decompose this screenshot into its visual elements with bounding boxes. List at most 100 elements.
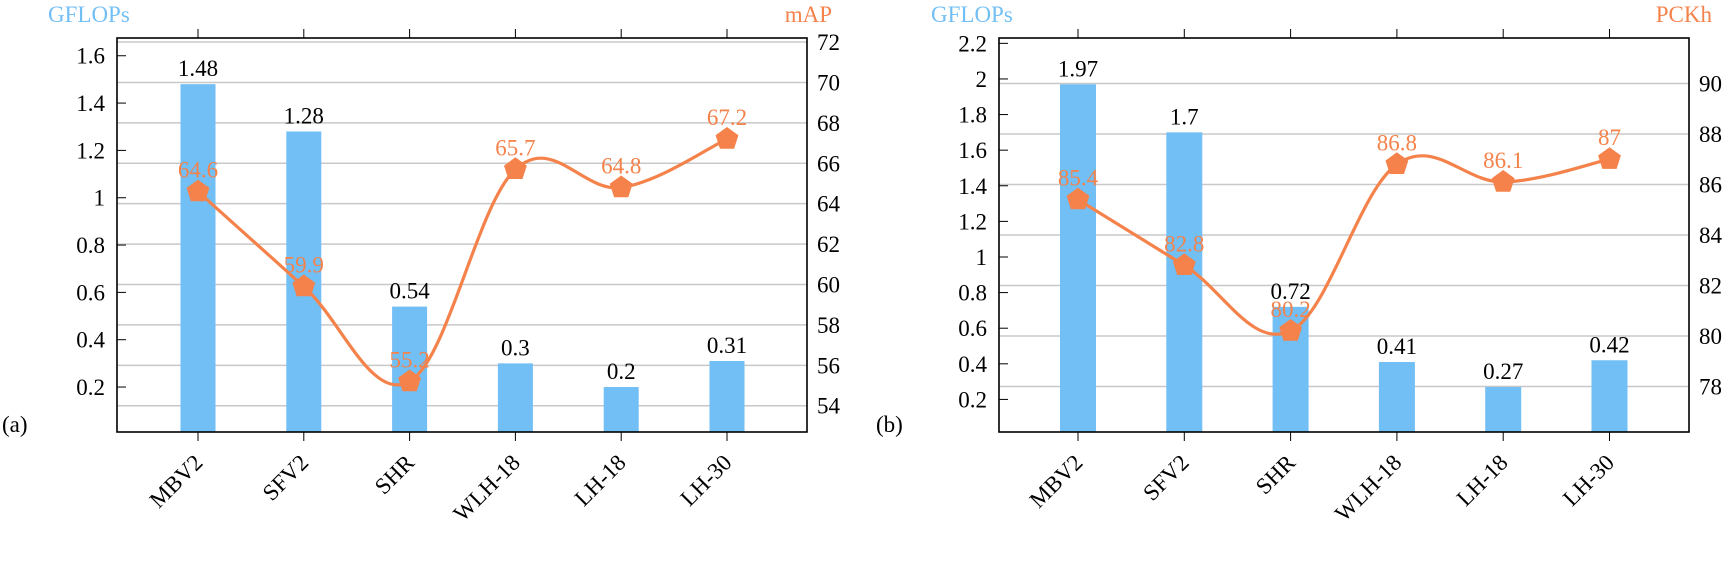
bar-value-label: 0.27 — [1483, 359, 1523, 384]
left-tick-label: 1.6 — [958, 138, 987, 163]
right-tick-label: 72 — [817, 30, 840, 55]
bar-value-label: 1.48 — [178, 56, 218, 81]
left-axis-title: GFLOPs — [931, 2, 1013, 27]
bar-value-label: 0.41 — [1377, 334, 1417, 359]
bar-value-label: 0.3 — [501, 335, 530, 360]
line-value-label: 67.2 — [707, 105, 747, 130]
left-tick-label: 1.2 — [958, 209, 987, 234]
bar-value-label: 0.54 — [389, 279, 430, 304]
left-tick-label: 0.6 — [958, 316, 987, 341]
right-axis-title: mAP — [785, 2, 832, 27]
left-tick-label: 2 — [976, 67, 988, 92]
line-value-label: 86.8 — [1377, 130, 1417, 155]
right-tick-label: 88 — [1699, 122, 1722, 147]
right-axis-title: PCKh — [1656, 2, 1713, 27]
x-tick-label: SFV2 — [258, 450, 314, 506]
bar-value-label: 0.42 — [1589, 332, 1629, 357]
left-tick-label: 1.4 — [958, 174, 987, 199]
x-tick-label: LH-30 — [1558, 450, 1619, 511]
bar-value-label: 1.28 — [284, 103, 324, 128]
bar-value-label: 1.7 — [1170, 104, 1199, 129]
left-tick-label: 1 — [976, 245, 988, 270]
left-tick-label: 2.2 — [958, 31, 987, 56]
line-marker-SFV2 — [1172, 253, 1196, 275]
x-tick-label: LH-18 — [570, 450, 631, 511]
bar-LH-30 — [709, 361, 745, 432]
line-marker-MBV2 — [1066, 187, 1090, 210]
right-tick-label: 82 — [1699, 274, 1722, 299]
left-tick-label: 1.6 — [76, 44, 105, 69]
bar-value-label: 0.2 — [607, 359, 636, 384]
x-tick-label: WLH-18 — [1330, 450, 1406, 526]
left-tick-label: 1.4 — [76, 91, 105, 116]
bar-WLH-18 — [497, 363, 533, 432]
x-tick-label: LH-18 — [1452, 450, 1513, 511]
bar-LH-18 — [1485, 386, 1522, 432]
right-tick-label: 68 — [817, 111, 840, 136]
line-series-PCKh — [1077, 154, 1610, 336]
axis-frame — [998, 37, 1690, 433]
bar-SFV2 — [1166, 132, 1203, 432]
panel-label: (a) — [2, 412, 28, 437]
right-tick-label: 62 — [817, 232, 840, 257]
x-tick-label: SFV2 — [1138, 450, 1194, 506]
bar-WLH-18 — [1378, 362, 1415, 432]
left-tick-label: 0.2 — [958, 387, 987, 412]
line-marker-SHR — [1279, 319, 1302, 341]
line-value-label: 64.8 — [601, 154, 641, 179]
line-value-label: 85.4 — [1058, 166, 1099, 191]
right-tick-label: 84 — [1699, 223, 1723, 248]
x-tick-label: SHR — [370, 449, 420, 499]
line-marker-SFV2 — [292, 274, 316, 297]
right-tick-label: 64 — [817, 192, 841, 217]
line-marker-LH-30 — [1598, 147, 1621, 169]
line-value-label: 80.2 — [1270, 297, 1310, 322]
left-tick-label: 0.4 — [958, 352, 987, 377]
bar-LH-30 — [1591, 360, 1628, 432]
right-tick-label: 58 — [817, 313, 840, 338]
line-marker-LH-18 — [1491, 170, 1515, 192]
chart-panel-a: 0.2 0.4 0.6 0.8 1 1.2 1.4 1.6 54 56 58 60 62 64 66 68 70… — [2, 2, 841, 526]
line-value-label: 55.2 — [389, 347, 429, 372]
right-tick-label: 70 — [817, 70, 840, 95]
x-tick-label: LH-30 — [675, 450, 736, 511]
left-tick-label: 1 — [94, 186, 106, 211]
right-tick-label: 60 — [817, 273, 840, 298]
left-tick-label: 0.8 — [958, 281, 987, 306]
line-value-label: 82.8 — [1164, 231, 1204, 256]
panel-label: (b) — [876, 412, 903, 437]
right-tick-label: 56 — [817, 353, 840, 378]
line-value-label: 64.6 — [178, 158, 218, 183]
line-value-label: 87 — [1598, 125, 1621, 150]
left-tick-label: 0.8 — [76, 233, 105, 258]
bar-value-label: 0.72 — [1270, 279, 1310, 304]
right-tick-label: 90 — [1699, 71, 1722, 96]
line-marker-WLH-18 — [504, 157, 527, 179]
right-tick-label: 78 — [1699, 375, 1722, 400]
right-tick-label: 86 — [1699, 172, 1722, 197]
left-axis-title: GFLOPs — [48, 2, 130, 27]
left-tick-label: 0.4 — [76, 328, 105, 353]
line-marker-LH-30 — [715, 127, 739, 149]
chart-panel-b: 0.2 0.4 0.6 0.8 1 1.2 1.4 1.6 1.8 2 2.2 78 80 82 84 86 8… — [876, 2, 1723, 526]
line-value-label: 65.7 — [495, 135, 535, 160]
axis-frame — [116, 37, 808, 433]
line-marker-MBV2 — [186, 179, 210, 202]
x-tick-label: MBV2 — [1025, 450, 1088, 513]
line-value-label: 59.9 — [284, 253, 324, 278]
right-tick-label: 80 — [1699, 324, 1722, 349]
left-tick-label: 0.6 — [76, 280, 105, 305]
bar-MBV2 — [1060, 84, 1096, 432]
line-series-mAP — [196, 137, 728, 387]
x-tick-label: WLH-18 — [449, 450, 525, 526]
x-tick-label: MBV2 — [145, 450, 208, 513]
line-marker-LH-18 — [609, 175, 633, 198]
left-tick-label: 1.8 — [958, 103, 987, 128]
left-tick-label: 1.2 — [76, 138, 105, 163]
right-tick-label: 66 — [817, 151, 840, 176]
left-tick-label: 0.2 — [76, 375, 105, 400]
line-value-label: 86.1 — [1483, 148, 1523, 173]
line-marker-WLH-18 — [1385, 152, 1409, 174]
right-tick-label: 54 — [817, 394, 841, 419]
bar-value-label: 0.31 — [707, 333, 747, 358]
